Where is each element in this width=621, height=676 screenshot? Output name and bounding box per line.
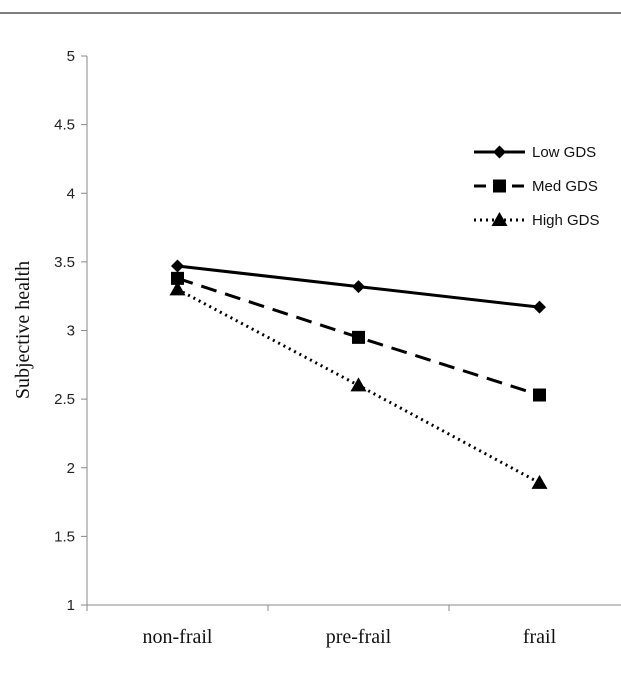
data-point-marker bbox=[350, 377, 367, 392]
series-lines bbox=[176, 264, 541, 485]
series-markers bbox=[169, 259, 548, 489]
x-category-label: pre-frail bbox=[326, 626, 392, 648]
data-point-marker bbox=[171, 259, 184, 273]
data-point-marker bbox=[352, 280, 365, 294]
data-point-marker bbox=[531, 474, 548, 489]
y-axis-title: Subjective health bbox=[12, 261, 34, 399]
y-tick-label: 5 bbox=[67, 48, 75, 65]
legend-marker bbox=[493, 179, 506, 193]
y-tick-label: 1 bbox=[67, 597, 75, 614]
legend: Low GDS Med GDS High GDS bbox=[474, 144, 600, 229]
legend-marker bbox=[493, 145, 506, 159]
y-tick-label: 2.5 bbox=[54, 391, 75, 408]
y-tick-label: 4 bbox=[67, 185, 75, 202]
y-tick-label: 1.5 bbox=[54, 528, 75, 545]
y-tick-label: 3.5 bbox=[54, 254, 75, 271]
y-tick-label: 3 bbox=[67, 323, 75, 340]
data-point-marker bbox=[533, 388, 546, 402]
x-axis: non-frail pre-frail frail bbox=[86, 604, 621, 648]
x-category-label: frail bbox=[523, 626, 557, 648]
x-category-label: non-frail bbox=[143, 626, 213, 648]
data-point-marker bbox=[169, 281, 186, 296]
data-point-marker bbox=[533, 300, 546, 314]
data-point-marker bbox=[352, 330, 365, 344]
legend-label: Med GDS bbox=[532, 178, 598, 195]
y-tick-label: 4.5 bbox=[54, 117, 75, 134]
y-tick-label: 2 bbox=[67, 460, 75, 477]
legend-marker bbox=[491, 212, 508, 226]
data-point-marker bbox=[171, 271, 184, 285]
y-axis: 1 1.5 2 2.5 3 3.5 4 4.5 5 bbox=[54, 48, 88, 614]
legend-label: High GDS bbox=[532, 212, 600, 229]
legend-label: Low GDS bbox=[532, 144, 596, 161]
